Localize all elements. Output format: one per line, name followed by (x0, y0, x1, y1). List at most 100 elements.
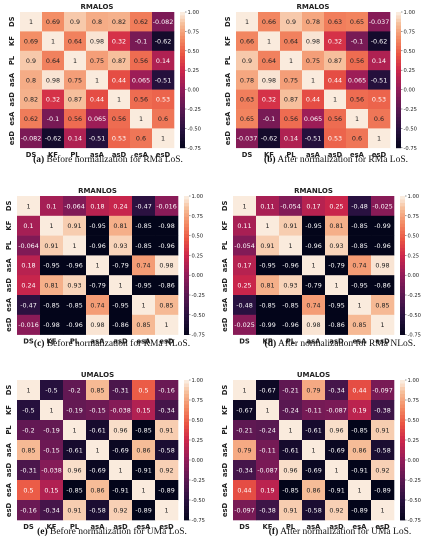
cell-value-label: 1 (288, 426, 292, 434)
colorbar-segment (180, 127, 185, 132)
cell-value-label: -0.89 (374, 486, 391, 494)
cell-value-label: 0.56 (350, 57, 364, 65)
heatmap-cell (86, 31, 109, 52)
caption-text: After normalization for RMa NLoS. (276, 339, 416, 349)
cell-value-label: -0.96 (374, 242, 391, 250)
y-tick-label: asA (5, 258, 13, 273)
colorbar-segment (184, 380, 189, 384)
heatmap-title: RMALOS (297, 3, 330, 11)
heatmap-cell (108, 31, 131, 52)
cell-value-label: -0.69 (89, 466, 106, 474)
cell-value-label: 0.24 (21, 282, 35, 290)
heatmap-cell (279, 380, 303, 401)
cell-value-label: 0.18 (21, 262, 35, 270)
colorbar-tick-label: 0.50 (188, 49, 200, 55)
heatmap-cell (108, 109, 131, 129)
heatmap-cell (86, 12, 109, 32)
cell-value-label: -0.34 (236, 466, 253, 474)
colorbar-segment (180, 25, 185, 30)
y-tick-label: DS (8, 16, 16, 27)
cell-value-label: 0.17 (306, 202, 320, 210)
colorbar-segment (396, 124, 401, 128)
cell-value-label: 1 (242, 386, 246, 394)
colorbar-segment (184, 254, 189, 259)
heatmap-cell (86, 196, 110, 217)
heatmap-cell (348, 440, 372, 461)
heatmap-cell (348, 500, 372, 521)
colorbar-segment (184, 495, 189, 500)
heatmap-cell (236, 109, 259, 129)
cell-value-label: 1 (265, 222, 269, 230)
colorbar-tick-label: 0.00 (192, 273, 204, 279)
x-tick-label: esA (137, 338, 152, 346)
heatmap-cell (108, 70, 131, 90)
cell-value-label: 0.98 (262, 76, 276, 84)
colorbar-segment (396, 12, 401, 16)
cell-value-label: 1 (377, 135, 381, 143)
heatmap-cell (325, 460, 349, 481)
heatmap-cell (258, 70, 281, 90)
heatmap-cell (132, 314, 156, 335)
colorbar-segment (180, 35, 185, 40)
colorbar-segment (184, 422, 189, 426)
colorbar-tick-label: 0.50 (408, 234, 420, 240)
heatmap-cell (233, 440, 257, 461)
cell-value-label: -0.85 (135, 222, 152, 230)
x-tick-label: PL (70, 151, 80, 159)
heatmap-cell (371, 460, 395, 481)
heatmap-cell (40, 196, 64, 217)
heatmap-cell (108, 89, 131, 110)
colorbar-segment (184, 436, 189, 440)
heatmap-cell (279, 440, 303, 461)
heatmap-cell (86, 480, 110, 501)
cell-value-label: 0.44 (112, 76, 126, 84)
heatmap-cell (40, 500, 64, 521)
cell-value-label: 0.25 (237, 282, 251, 290)
x-tick-label: esD (159, 523, 174, 531)
colorbar-tick-label: 0.00 (408, 273, 420, 279)
heatmap-cell (109, 275, 133, 296)
cell-value-label: -0.082 (153, 18, 174, 26)
heatmap-panel: RMANLOS 1 0.11 -0.054 0.17 0.25 -0.48 -0.025 0.1… (221, 187, 421, 346)
colorbar-segment (396, 110, 401, 115)
colorbar-segment (396, 25, 401, 30)
cell-value-label: -0.097 (372, 386, 393, 394)
colorbar-segment (184, 485, 189, 489)
cell-value-label: 0.32 (328, 38, 342, 46)
colorbar-segment (400, 296, 405, 301)
cell-value-label: -0.51 (305, 135, 322, 143)
heatmap-cell (40, 314, 64, 335)
heatmap-cell (42, 70, 65, 90)
cell-value-label: 0.9 (26, 57, 36, 65)
heatmap-cell (302, 50, 325, 71)
colorbar-segment (180, 83, 185, 88)
cell-value-label: 1 (26, 202, 30, 210)
cell-value-label: -0.48 (236, 301, 253, 309)
colorbar-segment (400, 408, 405, 412)
heatmap-cell (130, 31, 153, 52)
cell-value-label: 0.86 (90, 486, 104, 494)
heatmap-cell (86, 460, 110, 481)
cell-value-label: -0.087 (326, 406, 347, 414)
cell-value-label: -0.85 (351, 242, 368, 250)
colorbar-segment (400, 289, 405, 294)
y-tick-label: PL (5, 425, 13, 435)
cell-value-label: 0.8 (92, 18, 102, 26)
y-tick-label: DS (221, 385, 229, 396)
heatmap-cell (152, 109, 175, 129)
cell-value-label: -0.016 (18, 321, 39, 329)
heatmap-cell (325, 295, 349, 316)
heatmap-cell (256, 500, 280, 521)
cell-value-label: 0.91 (67, 222, 81, 230)
colorbar-segment (400, 268, 405, 273)
heatmap-cell (109, 380, 133, 401)
cell-value-label: -0.86 (158, 282, 175, 290)
colorbar-segment (396, 52, 401, 57)
colorbar-segment (180, 141, 185, 145)
colorbar-segment (400, 254, 405, 259)
colorbar-tick-label: 0.75 (192, 214, 204, 220)
colorbar-segment (184, 220, 189, 225)
heatmap-cell (346, 50, 369, 71)
heatmap-cell (256, 400, 280, 421)
heatmap-cell (130, 12, 153, 32)
